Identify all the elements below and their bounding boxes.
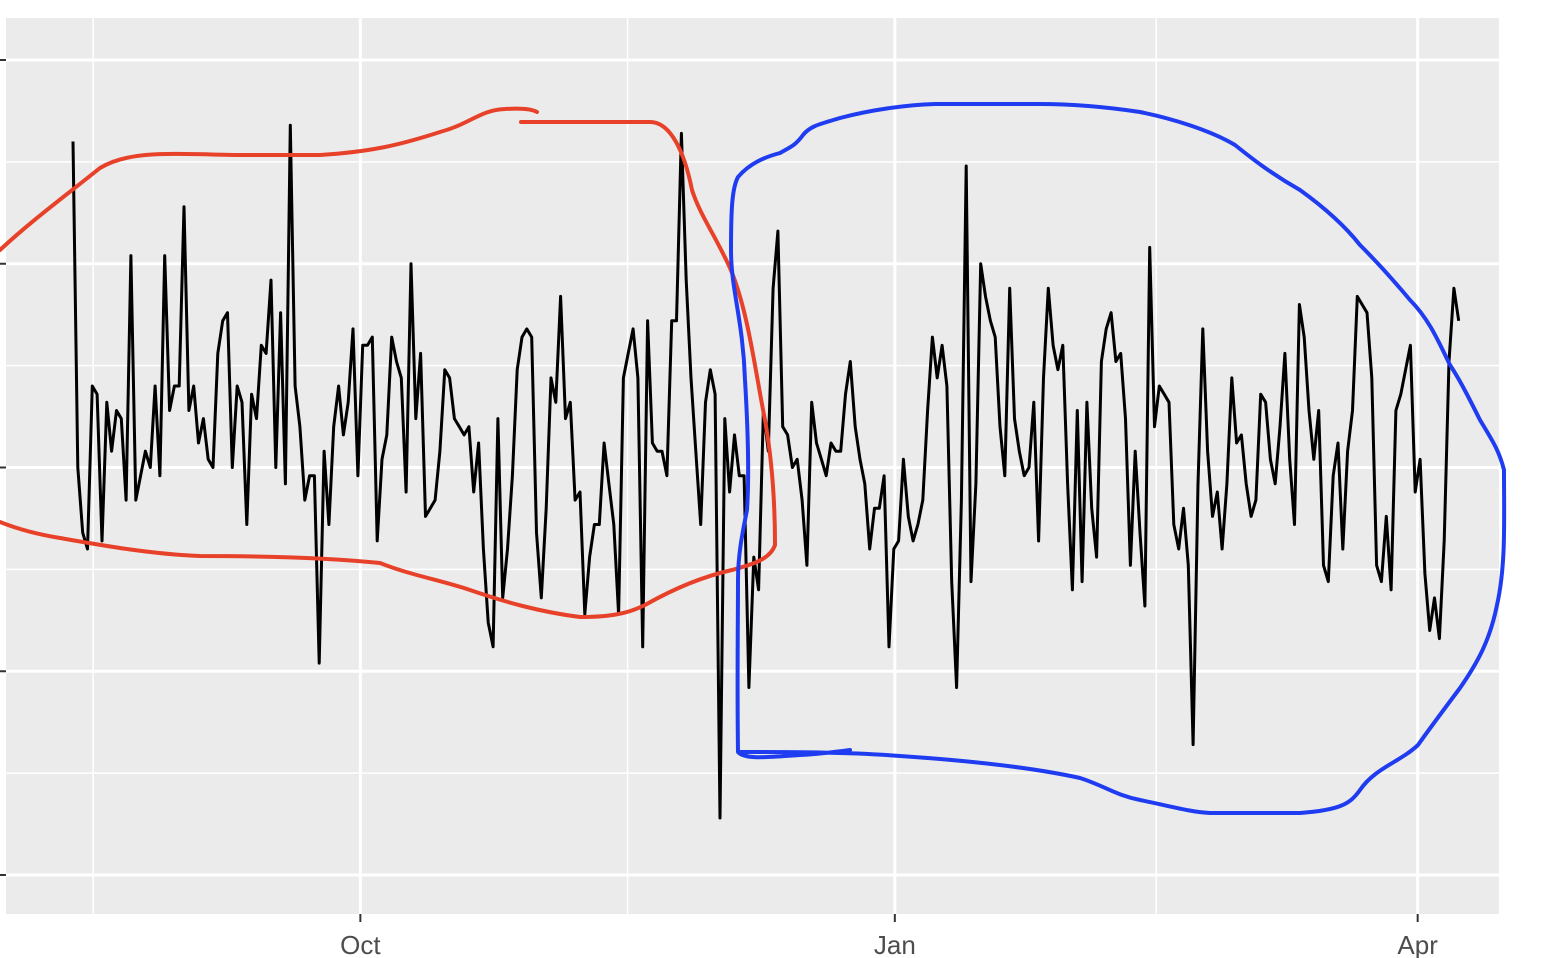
grid-major-y — [6, 58, 1499, 877]
axis-y-ticks — [0, 59, 6, 876]
axis-x-ticks — [359, 914, 1419, 922]
axis-x-labels: Oct Jan Apr — [340, 930, 1438, 958]
blue-annotation-outline — [729, 102, 1507, 815]
x-tick-label: Oct — [340, 930, 381, 958]
x-tick-label: Apr — [1397, 930, 1438, 958]
x-tick-label: Jan — [874, 930, 916, 958]
